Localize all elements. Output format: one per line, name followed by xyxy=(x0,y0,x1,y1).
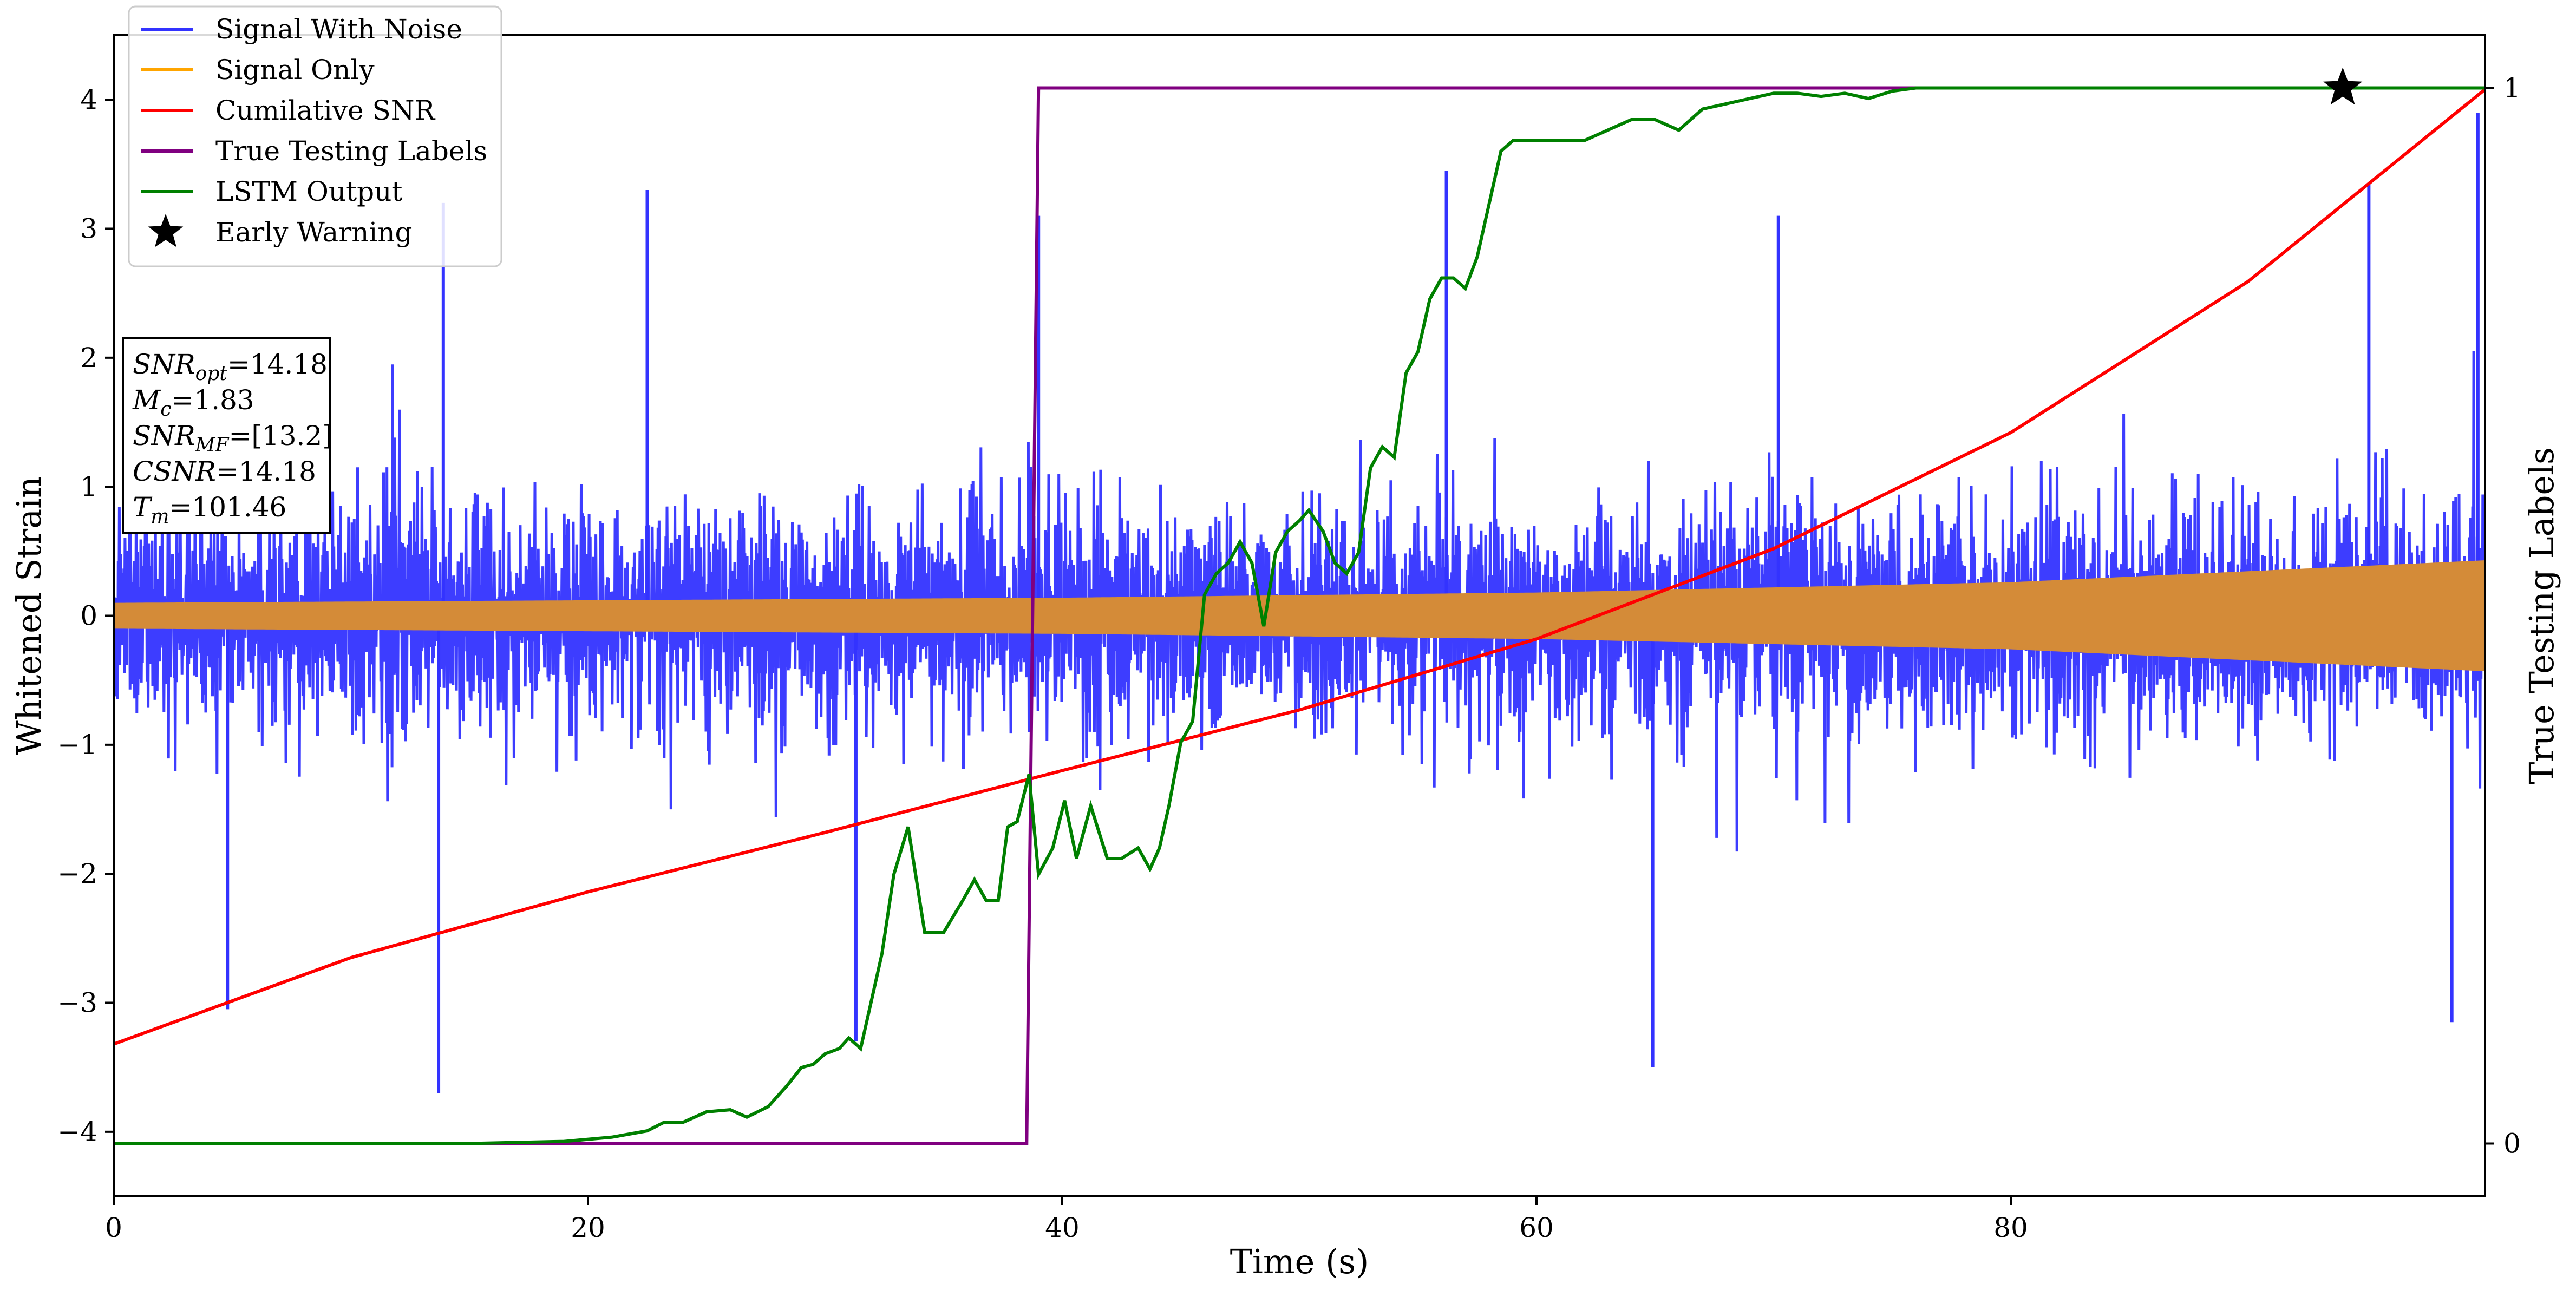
y-tick-label-5: 1 xyxy=(80,471,97,502)
y-tick-label-2: −2 xyxy=(57,858,97,889)
legend-label-1: Signal Only xyxy=(215,54,375,86)
info-line-4-subscript: m xyxy=(151,506,169,528)
y-tick-label-7: 3 xyxy=(80,213,97,245)
legend-label-2: Cumilative SNR xyxy=(215,95,435,126)
info-line-2-subscript: MF xyxy=(195,434,230,456)
x-tick-label-4: 80 xyxy=(1993,1212,2028,1243)
legend-star-icon xyxy=(148,214,184,247)
x-tick-label-0: 0 xyxy=(105,1212,122,1243)
y-tick-label-6: 2 xyxy=(80,342,97,374)
y-tick-label-1: −3 xyxy=(57,987,97,1019)
info-line-3: CSNR=14.18 xyxy=(133,456,316,487)
x-axis-title: Time (s) xyxy=(1230,1242,1369,1281)
info-box-frame xyxy=(122,337,331,534)
series-lstm-output xyxy=(114,86,2485,1145)
y-axis-title: Whitened Strain xyxy=(9,476,49,755)
legend-label-3: True Testing Labels xyxy=(215,135,487,167)
y-tick-label-8: 4 xyxy=(80,84,97,115)
info-line-0-value: =14.18 xyxy=(227,349,328,380)
info-line-1-symbol: M xyxy=(132,384,161,416)
info-line-1: Mc=1.83 xyxy=(132,384,254,421)
x-tick-label-2: 40 xyxy=(1045,1212,1080,1243)
info-line-1-subscript: c xyxy=(160,398,171,421)
info-line-0: SNRopt=14.18 xyxy=(133,349,328,385)
info-line-1-value: =1.83 xyxy=(171,384,254,416)
y-right-axis-title: True Testing Labels xyxy=(2522,447,2561,784)
series-signal-only xyxy=(114,560,2485,671)
y-right-tick-label-1: 1 xyxy=(2503,73,2521,104)
x-tick-label-3: 60 xyxy=(1519,1212,1554,1243)
info-line-0-symbol: SNR xyxy=(133,349,195,380)
legend-label-5: Early Warning xyxy=(215,217,413,248)
series-cumilative-snr xyxy=(114,88,2485,1046)
info-line-4: Tm=101.46 xyxy=(133,492,286,528)
legend-label-0: Signal With Noise xyxy=(215,14,462,45)
info-line-4-symbol: T xyxy=(133,492,153,523)
legend: Signal With Noise Signal Only Cumilative S… xyxy=(128,5,502,267)
y-tick-label-4: 0 xyxy=(80,600,97,632)
legend-box xyxy=(128,5,502,267)
y-tick-label-3: −1 xyxy=(57,729,97,761)
info-line-3-value: =14.18 xyxy=(216,456,316,487)
info-line-2-symbol: SNR xyxy=(133,420,195,451)
info-line-4-value: =101.46 xyxy=(169,492,287,523)
y-right-tick-label-0: 0 xyxy=(2503,1128,2521,1160)
early-warning-marker-0 xyxy=(2323,67,2363,105)
legend-label-4: LSTM Output xyxy=(215,176,402,207)
info-line-2-value: =[13.2] xyxy=(229,420,333,451)
series-true-testing-labels xyxy=(114,86,2485,1145)
info-line-2: SNRMF=[13.2] xyxy=(133,420,333,456)
info-line-3-symbol: CSNR xyxy=(133,456,216,487)
info-box: SNRopt=14.18Mc=1.83SNRMF=[13.2]CSNR=14.1… xyxy=(122,337,333,534)
plot-layer xyxy=(114,86,2485,1145)
y-tick-label-0: −4 xyxy=(57,1116,97,1148)
info-line-0-subscript: opt xyxy=(195,363,228,385)
x-tick-label-1: 20 xyxy=(571,1212,605,1243)
